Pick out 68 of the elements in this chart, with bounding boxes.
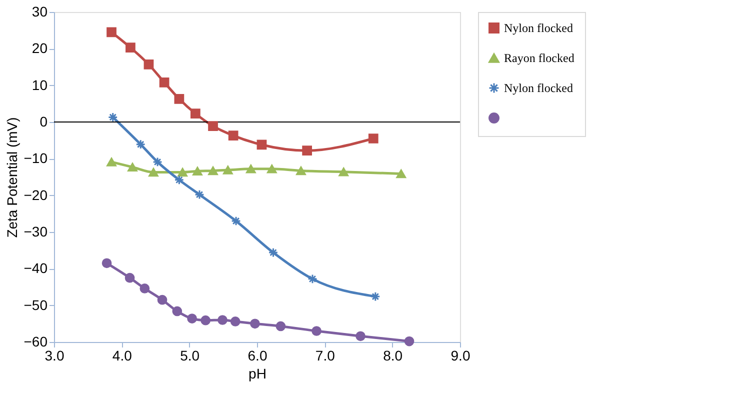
point [102, 258, 112, 268]
point [174, 94, 184, 104]
point [404, 336, 414, 346]
y-tick-label: −30 [24, 224, 48, 240]
point [230, 316, 240, 326]
point [256, 140, 267, 150]
point [128, 162, 138, 172]
point [302, 146, 312, 156]
point [312, 326, 322, 336]
x-axis-title: pH [248, 366, 266, 382]
y-tick-label: 20 [32, 40, 48, 56]
point [194, 190, 204, 200]
point [370, 292, 380, 302]
point [106, 27, 116, 38]
point [396, 169, 406, 178]
point [308, 274, 318, 284]
point [218, 315, 228, 325]
point [157, 294, 168, 305]
y-tick-label: −60 [24, 334, 48, 350]
point [172, 306, 182, 316]
point [231, 216, 241, 226]
legend-label: Nylon flocked [504, 81, 573, 95]
y-tick-label: −40 [24, 260, 48, 276]
point [222, 166, 233, 174]
x-tick-label: 8.0 [383, 348, 403, 364]
point [144, 60, 154, 70]
point [250, 318, 260, 329]
point [208, 166, 218, 176]
legend-label: Nylon flocked [504, 21, 573, 35]
point [126, 42, 136, 52]
y-tick-label: 30 [32, 4, 48, 20]
point [246, 164, 256, 174]
point [268, 248, 278, 258]
point [174, 175, 184, 185]
point [296, 166, 306, 176]
point [148, 168, 158, 177]
x-tick-label: 4.0 [112, 348, 132, 364]
x-tick-label: 9.0 [450, 348, 470, 364]
point [368, 134, 378, 144]
point [200, 315, 211, 326]
y-tick-label: 0 [40, 114, 48, 130]
y-tick-label: −10 [24, 150, 48, 166]
point [140, 284, 150, 294]
legend-label: Rayon flocked [504, 51, 574, 65]
y-tick-label: 10 [32, 76, 48, 93]
point [266, 164, 277, 174]
point [178, 168, 188, 177]
x-tick-label: 5.0 [180, 348, 200, 364]
point [356, 331, 366, 342]
point [159, 77, 170, 88]
point [276, 321, 286, 332]
point [108, 112, 118, 122]
point [136, 139, 146, 150]
point [208, 121, 218, 131]
point [124, 272, 135, 283]
x-tick-label: 7.0 [315, 348, 336, 364]
point [192, 166, 202, 176]
y-tick-label: −20 [24, 186, 48, 203]
y-axis-title: Zeta Potential (mV) [4, 117, 20, 238]
point [190, 108, 200, 118]
point [152, 157, 162, 167]
point [228, 130, 238, 140]
x-tick-label: 3.0 [44, 348, 64, 364]
point [187, 314, 197, 324]
point [338, 167, 349, 176]
x-tick-label: 6.0 [248, 348, 268, 364]
point [106, 158, 116, 166]
y-tick-label: −50 [24, 296, 48, 313]
